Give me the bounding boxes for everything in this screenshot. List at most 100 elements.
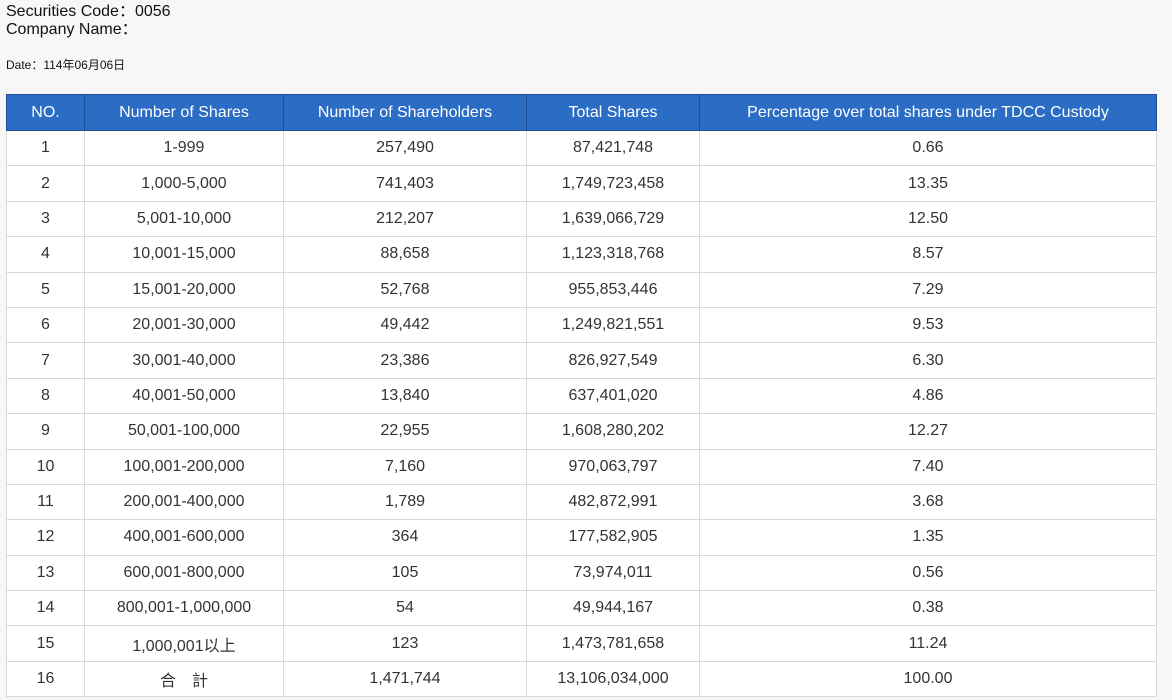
cell-number-of-shares: 30,001-40,000 <box>84 342 284 379</box>
report-date: Date：114年06月06日 <box>6 58 126 72</box>
cell-number-of-shareholders: 49,442 <box>283 306 527 344</box>
cell-number-of-shares: 600,001-800,000 <box>84 554 284 592</box>
table-row: 9 50,001-100,000 22,955 1,608,280,202 12.27 <box>6 413 1157 450</box>
cell-percentage: 0.38 <box>699 590 1157 627</box>
cell-number-of-shares: 1,000-5,000 <box>84 165 284 202</box>
table-row: 11 200,001-400,000 1,789 482,872,991 3.68 <box>6 483 1157 521</box>
cell-percentage: 7.40 <box>699 448 1157 485</box>
cell-percentage: 12.27 <box>699 413 1157 450</box>
cell-percentage: 9.53 <box>699 306 1157 344</box>
column-header-number-of-shareholders: Number of Shareholders <box>283 94 527 131</box>
cell-total-shares: 1,473,781,658 <box>526 625 700 662</box>
table-header: NO. Number of Shares Number of Sharehold… <box>6 94 1157 131</box>
cell-percentage: 8.57 <box>699 236 1157 273</box>
column-header-total-shares: Total Shares <box>526 94 700 131</box>
cell-number-of-shareholders: 1,789 <box>283 483 527 521</box>
cell-percentage: 6.30 <box>699 342 1157 379</box>
cell-number-of-shareholders: 364 <box>283 519 527 556</box>
cell-number-of-shares: 40,001-50,000 <box>84 377 284 415</box>
cell-number-of-shares: 1,000,001以上 <box>84 625 284 662</box>
cell-number-of-shareholders: 741,403 <box>283 165 527 202</box>
cell-number-of-shareholders: 22,955 <box>283 413 527 450</box>
cell-no: 14 <box>6 590 85 627</box>
cell-total-shares: 13,106,034,000 <box>526 660 700 698</box>
cell-number-of-shareholders: 7,160 <box>283 448 527 485</box>
cell-number-of-shares: 20,001-30,000 <box>84 306 284 344</box>
table-row: 13 600,001-800,000 105 73,974,011 0.56 <box>6 554 1157 592</box>
table-row: 10 100,001-200,000 7,160 970,063,797 7.40 <box>6 448 1157 485</box>
cell-percentage: 0.56 <box>699 554 1157 592</box>
cell-number-of-shares: 100,001-200,000 <box>84 448 284 485</box>
cell-number-of-shares: 15,001-20,000 <box>84 271 284 308</box>
cell-number-of-shareholders: 257,490 <box>283 129 527 167</box>
cell-number-of-shareholders: 1,471,744 <box>283 660 527 698</box>
cell-total-shares: 482,872,991 <box>526 483 700 521</box>
cell-percentage: 1.35 <box>699 519 1157 556</box>
cell-total-shares: 826,927,549 <box>526 342 700 379</box>
cell-percentage: 3.68 <box>699 483 1157 521</box>
cell-number-of-shares: 10,001-15,000 <box>84 236 284 273</box>
cell-number-of-shareholders: 52,768 <box>283 271 527 308</box>
table-row: 2 1,000-5,000 741,403 1,749,723,458 13.35 <box>6 165 1157 202</box>
table-row: 1 1-999 257,490 87,421,748 0.66 <box>6 129 1157 167</box>
cell-number-of-shareholders: 13,840 <box>283 377 527 415</box>
cell-percentage: 13.35 <box>699 165 1157 202</box>
cell-no: 6 <box>6 306 85 344</box>
cell-percentage: 12.50 <box>699 200 1157 238</box>
cell-number-of-shareholders: 88,658 <box>283 236 527 273</box>
cell-number-of-shares: 50,001-100,000 <box>84 413 284 450</box>
table-row: 12 400,001-600,000 364 177,582,905 1.35 <box>6 519 1157 556</box>
table-row: 6 20,001-30,000 49,442 1,249,821,551 9.53 <box>6 306 1157 344</box>
cell-total-shares: 177,582,905 <box>526 519 700 556</box>
cell-no: 10 <box>6 448 85 485</box>
shareholding-distribution-table: NO. Number of Shares Number of Sharehold… <box>6 94 1157 698</box>
cell-total-shares: 49,944,167 <box>526 590 700 627</box>
column-header-percentage: Percentage over total shares under TDCC … <box>699 94 1157 131</box>
header-row: NO. Number of Shares Number of Sharehold… <box>6 94 1157 131</box>
cell-number-of-shareholders: 212,207 <box>283 200 527 238</box>
cell-number-of-shares: 5,001-10,000 <box>84 200 284 238</box>
cell-no: 16 <box>6 660 85 698</box>
cell-percentage: 0.66 <box>699 129 1157 167</box>
cell-total-shares: 1,249,821,551 <box>526 306 700 344</box>
cell-percentage: 7.29 <box>699 271 1157 308</box>
cell-number-of-shareholders: 54 <box>283 590 527 627</box>
table-row: 14 800,001-1,000,000 54 49,944,167 0.38 <box>6 590 1157 627</box>
securities-code: Securities Code：0056 <box>6 3 171 20</box>
cell-total-shares: 637,401,020 <box>526 377 700 415</box>
cell-no: 12 <box>6 519 85 556</box>
cell-total-shares: 1,639,066,729 <box>526 200 700 238</box>
cell-number-of-shares: 800,001-1,000,000 <box>84 590 284 627</box>
cell-number-of-shareholders: 123 <box>283 625 527 662</box>
cell-no: 1 <box>6 129 85 167</box>
table-row: 3 5,001-10,000 212,207 1,639,066,729 12.50 <box>6 200 1157 238</box>
table-row: 15 1,000,001以上 123 1,473,781,658 11.24 <box>6 625 1157 662</box>
cell-no: 3 <box>6 200 85 238</box>
cell-total-shares: 970,063,797 <box>526 448 700 485</box>
cell-total-shares: 1,749,723,458 <box>526 165 700 202</box>
table-row: 4 10,001-15,000 88,658 1,123,318,768 8.57 <box>6 236 1157 273</box>
cell-no: 11 <box>6 483 85 521</box>
cell-total-shares: 73,974,011 <box>526 554 700 592</box>
cell-no: 13 <box>6 554 85 592</box>
table-row: 5 15,001-20,000 52,768 955,853,446 7.29 <box>6 271 1157 308</box>
cell-total-shares: 87,421,748 <box>526 129 700 167</box>
cell-no: 4 <box>6 236 85 273</box>
column-header-no: NO. <box>6 94 85 131</box>
company-name: Company Name： <box>6 21 138 38</box>
cell-number-of-shareholders: 23,386 <box>283 342 527 379</box>
cell-percentage: 11.24 <box>699 625 1157 662</box>
cell-no: 7 <box>6 342 85 379</box>
cell-total-shares: 955,853,446 <box>526 271 700 308</box>
cell-no: 9 <box>6 413 85 450</box>
cell-no: 2 <box>6 165 85 202</box>
cell-total-shares: 1,608,280,202 <box>526 413 700 450</box>
cell-number-of-shares: 200,001-400,000 <box>84 483 284 521</box>
cell-no: 5 <box>6 271 85 308</box>
table-row: 16 合 計 1,471,744 13,106,034,000 100.00 <box>6 660 1157 698</box>
cell-number-of-shares: 1-999 <box>84 129 284 167</box>
cell-no: 8 <box>6 377 85 415</box>
security-info: Securities Code：0056 Company Name： <box>6 3 171 39</box>
cell-no: 15 <box>6 625 85 662</box>
table-row: 7 30,001-40,000 23,386 826,927,549 6.30 <box>6 342 1157 379</box>
